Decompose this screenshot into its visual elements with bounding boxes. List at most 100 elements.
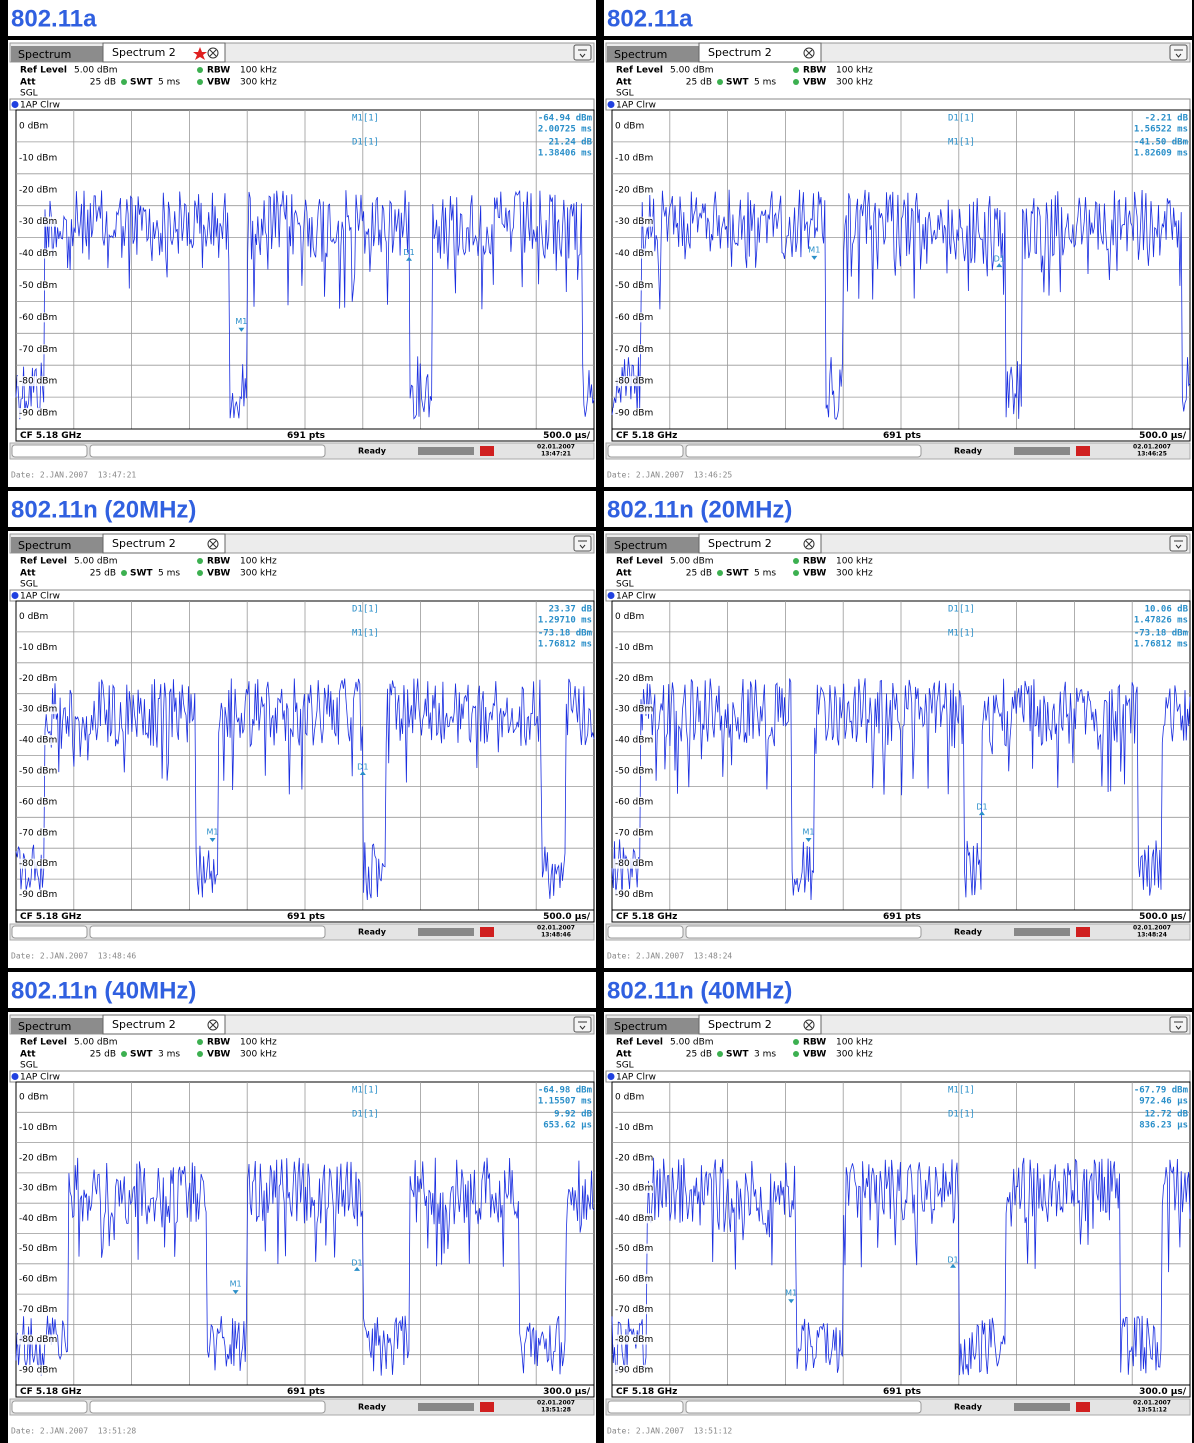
logo bbox=[480, 927, 494, 937]
y-label-bg bbox=[17, 248, 57, 259]
label: Att bbox=[616, 569, 632, 579]
marker-value: 21.24 dB bbox=[549, 138, 593, 148]
y-label-bg bbox=[17, 344, 57, 355]
status-field bbox=[11, 444, 88, 458]
value: 300 kHz bbox=[836, 569, 873, 579]
status-dot bbox=[197, 67, 203, 73]
progress bbox=[1014, 1403, 1070, 1411]
y-label-bg bbox=[17, 735, 57, 746]
y-label-bg bbox=[17, 184, 57, 195]
y-label: -50 dBm bbox=[615, 1244, 653, 1254]
trace-label: 1AP Clrw bbox=[20, 1073, 60, 1083]
y-label-bg bbox=[613, 796, 653, 807]
axis-row bbox=[611, 1384, 1191, 1398]
value: 100 kHz bbox=[240, 557, 277, 567]
label: Ref Level bbox=[616, 1038, 663, 1048]
trace-dot bbox=[11, 101, 19, 108]
y-label-bg bbox=[17, 312, 57, 323]
value: 5 ms bbox=[158, 78, 180, 88]
tab-active bbox=[102, 533, 226, 554]
trace-bar bbox=[605, 589, 1191, 602]
close-icon bbox=[805, 49, 813, 57]
status: Ready bbox=[954, 1403, 983, 1412]
marker-value: -41.50 dBm bbox=[1134, 138, 1189, 148]
value: 25 dB bbox=[686, 1050, 712, 1060]
trace bbox=[15, 190, 595, 420]
span: 500.0 µs/ bbox=[1139, 912, 1187, 922]
y-label-bg bbox=[613, 1273, 653, 1284]
trace-dot bbox=[607, 592, 615, 599]
marker-tag bbox=[209, 838, 216, 843]
y-label-bg bbox=[613, 1334, 653, 1345]
tab-label: Spectrum 2 bbox=[708, 537, 772, 550]
menu-icon bbox=[1169, 535, 1188, 552]
y-label: 0 dBm bbox=[19, 121, 48, 131]
status: Ready bbox=[358, 1403, 387, 1412]
panel-title: 802.11n (20MHz) bbox=[607, 496, 792, 523]
y-label: -10 dBm bbox=[615, 153, 653, 163]
y-label: 0 dBm bbox=[615, 612, 644, 622]
y-label-bg bbox=[17, 1183, 57, 1194]
date: Date: 2.JAN.2007 13:48:24 bbox=[607, 952, 732, 961]
trace-bar bbox=[605, 1070, 1191, 1083]
trace bbox=[15, 1157, 595, 1376]
marker-time: 1.15507 ms bbox=[538, 1097, 592, 1107]
marker-time: 653.62 µs bbox=[543, 1121, 592, 1131]
label: VBW bbox=[207, 569, 230, 579]
label: Att bbox=[20, 78, 36, 88]
y-label: -20 dBm bbox=[615, 185, 653, 195]
y-label: -90 dBm bbox=[19, 409, 57, 419]
label: SWT bbox=[726, 1050, 749, 1060]
y-label: -50 dBm bbox=[19, 766, 57, 776]
tab-label: Spectrum bbox=[18, 1020, 71, 1033]
y-label: -60 dBm bbox=[19, 797, 57, 807]
status-dot bbox=[717, 570, 723, 576]
span: 300.0 µs/ bbox=[543, 1387, 591, 1397]
label: Att bbox=[616, 78, 632, 88]
tab-label: Spectrum 2 bbox=[112, 537, 176, 550]
marker-time: 1.82609 ms bbox=[1134, 149, 1188, 159]
y-label-bg bbox=[613, 611, 653, 622]
marker-tag-label: D1 bbox=[947, 1255, 958, 1264]
marker-tag bbox=[811, 255, 818, 260]
marker-value: 23.37 dB bbox=[549, 605, 593, 615]
marker-tag-label: D1 bbox=[403, 248, 414, 257]
status-field bbox=[11, 925, 88, 939]
axis-row bbox=[611, 428, 1191, 442]
y-label: -70 dBm bbox=[19, 345, 57, 355]
y-label: -80 dBm bbox=[615, 377, 653, 387]
trace-dot bbox=[11, 592, 19, 599]
date: Date: 2.JAN.2007 13:48:46 bbox=[11, 952, 136, 961]
y-label-bg bbox=[613, 704, 653, 715]
y-label: -30 dBm bbox=[19, 705, 57, 715]
label: Att bbox=[20, 1050, 36, 1060]
label: RBW bbox=[803, 1038, 826, 1048]
y-label-bg bbox=[613, 408, 653, 419]
center-frequency: CF 5.18 GHz bbox=[616, 912, 677, 922]
marker-name: M1[1] bbox=[948, 138, 975, 148]
y-label: -70 dBm bbox=[19, 828, 57, 838]
divider bbox=[8, 527, 596, 531]
y-label-bg bbox=[613, 858, 653, 869]
menu-icon bbox=[578, 49, 587, 58]
value: 3 ms bbox=[754, 1050, 776, 1060]
trace bbox=[611, 1157, 1191, 1376]
value: 100 kHz bbox=[240, 66, 277, 76]
y-label: 0 dBm bbox=[19, 612, 48, 622]
trace bbox=[611, 189, 1191, 420]
marker-tag-label: D1 bbox=[976, 803, 987, 812]
value: 100 kHz bbox=[240, 1038, 277, 1048]
y-label: -20 dBm bbox=[615, 674, 653, 684]
status-field bbox=[607, 925, 684, 939]
label: SGL bbox=[616, 89, 634, 99]
label: VBW bbox=[207, 1050, 230, 1060]
y-label-bg bbox=[613, 673, 653, 684]
y-label-bg bbox=[613, 735, 653, 746]
marker-time: 1.38406 ms bbox=[538, 149, 592, 159]
label: Ref Level bbox=[20, 1038, 67, 1048]
y-label: -50 dBm bbox=[615, 281, 653, 291]
y-label: -50 dBm bbox=[19, 1244, 57, 1254]
marker-value: 12.72 dB bbox=[1145, 1110, 1189, 1120]
marker-name: D1[1] bbox=[352, 138, 379, 148]
